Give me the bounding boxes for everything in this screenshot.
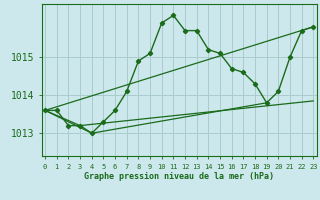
X-axis label: Graphe pression niveau de la mer (hPa): Graphe pression niveau de la mer (hPa) bbox=[84, 172, 274, 181]
